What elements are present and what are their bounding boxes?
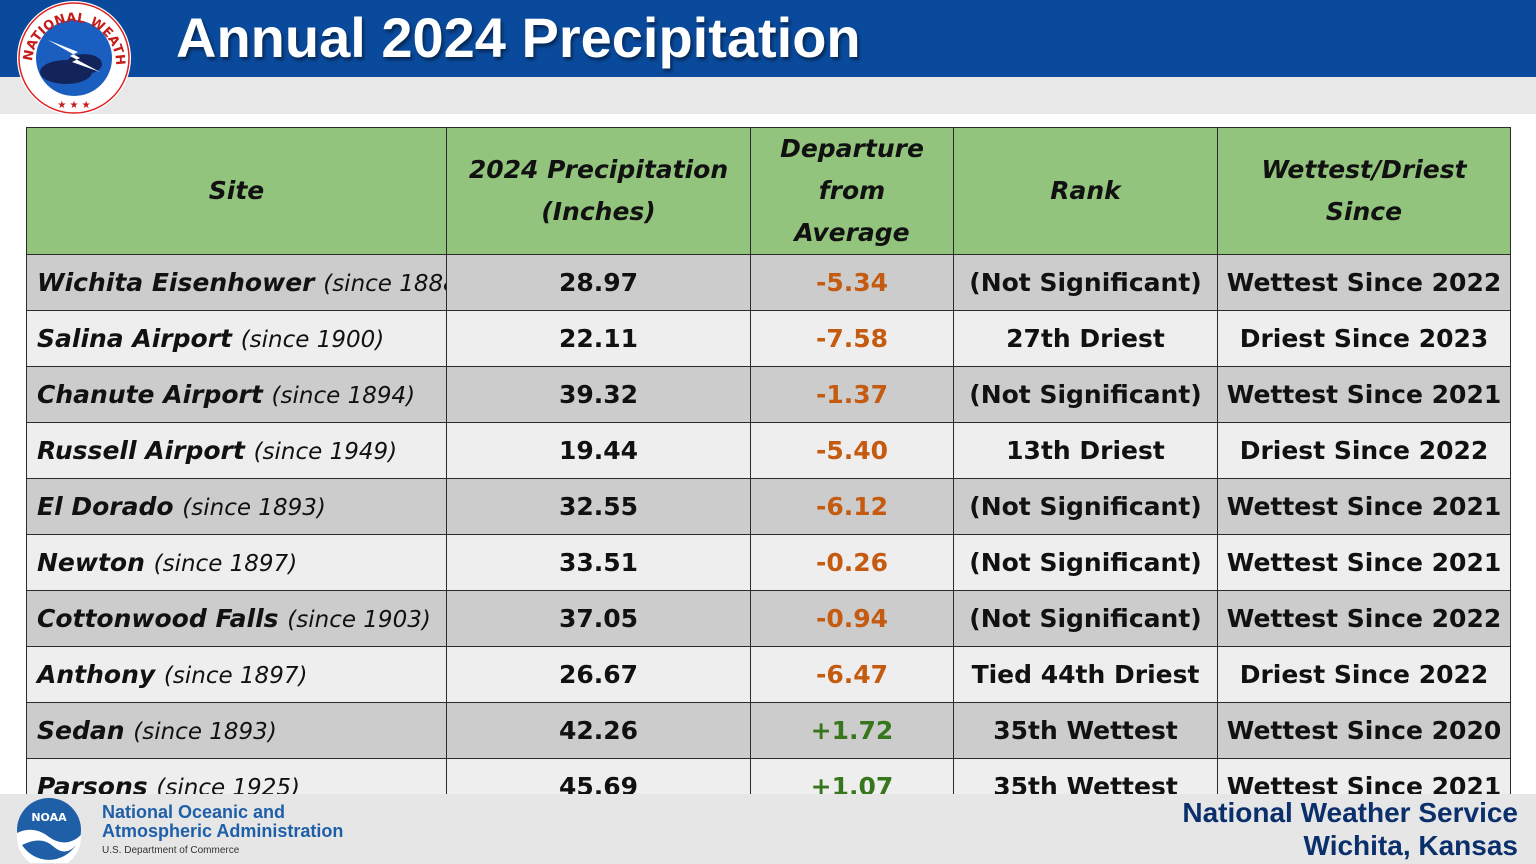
site-cell: Sedan (since 1893) [26, 702, 447, 759]
column-header-departure: Departure from Average [750, 127, 954, 255]
table-row: Wichita Eisenhower (since 1888) 28.97 -5… [26, 254, 1511, 311]
table-row: Anthony (since 1897) 26.67 -6.47 Tied 44… [26, 646, 1511, 703]
departure-cell: -5.40 [750, 422, 954, 479]
table-row: Newton (since 1897) 33.51 -0.26 (Not Sig… [26, 534, 1511, 591]
site-cell: Wichita Eisenhower (since 1888) [26, 254, 447, 311]
column-header-rank: Rank [953, 127, 1218, 255]
site-name: Sedan [37, 716, 125, 745]
wettest-driest-since-cell: Wettest Since 2021 [1217, 534, 1511, 591]
wettest-driest-since-cell: Wettest Since 2021 [1217, 366, 1511, 423]
noaa-logo-text: NOAA [31, 811, 67, 824]
rank-cell: 27th Driest [953, 310, 1218, 367]
departure-cell: -0.26 [750, 534, 954, 591]
column-header-precipitation: 2024 Precipitation (Inches) [446, 127, 751, 255]
precipitation-cell: 22.11 [446, 310, 751, 367]
rank-cell: (Not Significant) [953, 366, 1218, 423]
precipitation-cell: 32.55 [446, 478, 751, 535]
footer-bar [0, 794, 1536, 864]
rank-cell: (Not Significant) [953, 534, 1218, 591]
header-bar [0, 0, 1536, 77]
departure-cell: -1.37 [750, 366, 954, 423]
wettest-driest-since-cell: Wettest Since 2022 [1217, 590, 1511, 647]
departure-cell: -6.12 [750, 478, 954, 535]
wettest-driest-since-cell: Driest Since 2023 [1217, 310, 1511, 367]
table-row: Salina Airport (since 1900) 22.11 -7.58 … [26, 310, 1511, 367]
table-row: El Dorado (since 1893) 32.55 -6.12 (Not … [26, 478, 1511, 535]
wettest-driest-since-cell: Driest Since 2022 [1217, 646, 1511, 703]
site-record-start: (since 1893) [182, 495, 326, 521]
site-cell: Salina Airport (since 1900) [26, 310, 447, 367]
rank-cell: (Not Significant) [953, 590, 1218, 647]
site-name: Chanute Airport [37, 380, 263, 409]
site-cell: Newton (since 1897) [26, 534, 447, 591]
site-cell: Anthony (since 1897) [26, 646, 447, 703]
site-record-start: (since 1897) [163, 663, 308, 689]
site-name: Wichita Eisenhower [37, 268, 315, 297]
precipitation-cell: 37.05 [446, 590, 751, 647]
precipitation-cell: 39.32 [446, 366, 751, 423]
noaa-name-line2: Atmospheric Administration [102, 821, 344, 841]
nws-office-name: National Weather Service [1182, 797, 1518, 828]
nws-logo: NATIONAL WEATHER SERVICE ★ ★ ★ [8, 0, 131, 115]
site-record-start: (since 1897) [153, 551, 298, 577]
noaa-name-line1: National Oceanic and [102, 802, 286, 822]
site-cell: Cottonwood Falls (since 1903) [26, 590, 447, 647]
rank-cell: Tied 44th Driest [953, 646, 1218, 703]
table-row: Chanute Airport (since 1894) 39.32 -1.37… [26, 366, 1511, 423]
site-record-start: (since 1900) [240, 327, 385, 353]
rank-cell: 13th Driest [953, 422, 1218, 479]
rank-cell: (Not Significant) [953, 478, 1218, 535]
rank-cell: 35th Wettest [953, 702, 1218, 759]
precipitation-cell: 42.26 [446, 702, 751, 759]
table-header-row: Site 2024 Precipitation (Inches) Departu… [26, 127, 1511, 255]
site-cell: Chanute Airport (since 1894) [26, 366, 447, 423]
precipitation-cell: 26.67 [446, 646, 751, 703]
precipitation-cell: 33.51 [446, 534, 751, 591]
wettest-driest-since-cell: Wettest Since 2022 [1217, 254, 1511, 311]
site-cell: Russell Airport (since 1949) [26, 422, 447, 479]
site-name: Anthony [37, 660, 156, 689]
table-row: Sedan (since 1893) 42.26 +1.72 35th Wett… [26, 702, 1511, 759]
site-record-start: (since 1888) [323, 271, 445, 297]
departure-cell: -5.34 [750, 254, 954, 311]
table-row: Russell Airport (since 1949) 19.44 -5.40… [26, 422, 1511, 479]
precipitation-cell: 19.44 [446, 422, 751, 479]
departure-cell: -6.47 [750, 646, 954, 703]
noaa-logo: NOAA [17, 798, 81, 863]
site-name: Newton [37, 548, 145, 577]
site-name: Cottonwood Falls [37, 604, 279, 633]
site-name: Russell Airport [37, 436, 245, 465]
site-record-start: (since 1949) [253, 439, 398, 465]
table-row: Cottonwood Falls (since 1903) 37.05 -0.9… [26, 590, 1511, 647]
site-name: El Dorado [37, 492, 174, 521]
precipitation-table: Site 2024 Precipitation (Inches) Departu… [26, 127, 1511, 815]
wettest-driest-since-cell: Wettest Since 2021 [1217, 478, 1511, 535]
rank-cell: (Not Significant) [953, 254, 1218, 311]
site-name: Salina Airport [37, 324, 232, 353]
site-record-start: (since 1893) [133, 719, 277, 745]
nws-office-location: Wichita, Kansas [1303, 830, 1518, 861]
column-header-site: Site [26, 127, 447, 255]
departure-cell: +1.72 [750, 702, 954, 759]
wettest-driest-since-cell: Wettest Since 2020 [1217, 702, 1511, 759]
site-record-start: (since 1903) [287, 607, 431, 633]
svg-text:★ ★ ★: ★ ★ ★ [57, 100, 90, 111]
noaa-department: U.S. Department of Commerce [102, 845, 240, 856]
column-header-wettest-driest-since: Wettest/Driest Since [1217, 127, 1511, 255]
site-cell: El Dorado (since 1893) [26, 478, 447, 535]
page-title: Annual 2024 Precipitation [176, 6, 861, 69]
departure-cell: -7.58 [750, 310, 954, 367]
wettest-driest-since-cell: Driest Since 2022 [1217, 422, 1511, 479]
site-record-start: (since 1894) [271, 383, 416, 409]
header-subbar [0, 77, 1536, 114]
departure-cell: -0.94 [750, 590, 954, 647]
precipitation-cell: 28.97 [446, 254, 751, 311]
